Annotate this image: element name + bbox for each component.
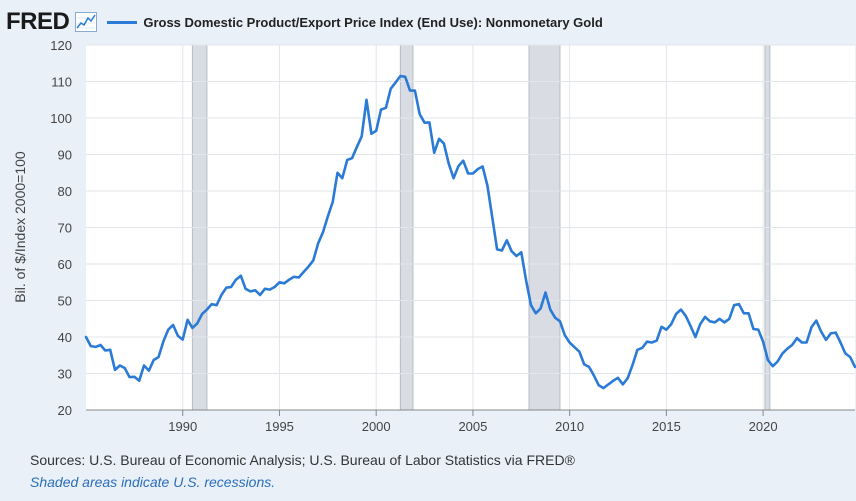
x-tick-label-2020: 2020 [749, 419, 778, 434]
line-chart: 20 30 40 50 60 70 80 90 100 110 120 1990 1995 2000 20… [12, 38, 856, 434]
y-tick-label-60: 60 [58, 257, 72, 272]
y-tick-label-70: 70 [58, 221, 72, 236]
fred-logo[interactable]: FRED [6, 8, 70, 35]
y-tick-label-30: 30 [58, 367, 72, 382]
y-tick-label-20: 20 [58, 403, 72, 418]
y-tick-label-100: 100 [50, 111, 72, 126]
y-tick-label-90: 90 [58, 148, 72, 163]
y-tick-label-50: 50 [58, 294, 72, 309]
chart-area: 20 30 40 50 60 70 80 90 100 110 120 1990 1995 2000 20… [0, 38, 856, 440]
y-tick-label-40: 40 [58, 330, 72, 345]
x-tick-label-1990: 1990 [168, 419, 197, 434]
y-tick-label-120: 120 [50, 40, 72, 53]
y-tick-label-110: 110 [51, 75, 72, 90]
y-axis: 20 30 40 50 60 70 80 90 100 110 120 [50, 38, 72, 418]
x-tick-label-2005: 2005 [458, 419, 487, 434]
x-tick-label-2010: 2010 [555, 419, 584, 434]
series-line-1[interactable] [84, 74, 856, 390]
y-axis-label: Bil. of $/Index 2000=100 [12, 151, 28, 303]
recession-note: Shaded areas indicate U.S. recessions. [30, 474, 276, 490]
x-tick-label-1995: 1995 [265, 419, 294, 434]
legend-line-swatch [107, 20, 138, 24]
x-tick-label-2015: 2015 [652, 419, 681, 434]
graph-icon [75, 12, 98, 32]
series-layer [84, 74, 856, 390]
chart-header: FRED Gross Domestic Product/Export Price… [6, 8, 603, 36]
legend-series-title[interactable]: Gross Domestic Product/Export Price Inde… [143, 14, 603, 30]
y-tick-label-80: 80 [58, 184, 72, 199]
x-tick-label-2000: 2000 [362, 419, 391, 434]
x-axis: 1990 1995 2000 2005 2010 2015 2020 [86, 409, 855, 434]
sources-text: Sources: U.S. Bureau of Economic Analysi… [30, 452, 575, 468]
